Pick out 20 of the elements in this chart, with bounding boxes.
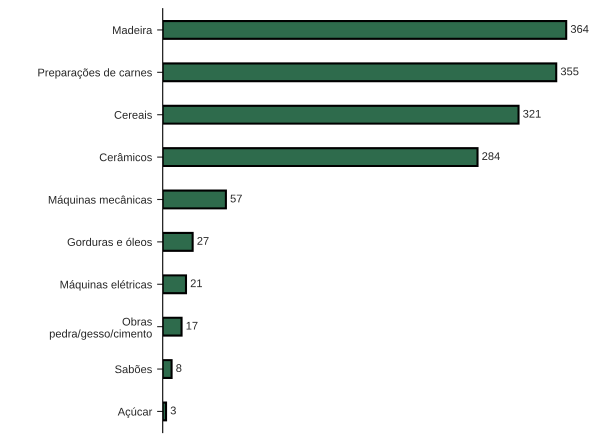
data-label: 21: [190, 279, 202, 288]
y-tick-label: Madeira: [113, 26, 152, 34]
y-tick-label: Máquinas elétricas: [60, 280, 152, 291]
data-label: 321: [523, 110, 541, 118]
y-tick-label: Obras pedra/gesso/cimento: [50, 317, 152, 340]
data-label: 284: [482, 152, 500, 160]
data-label: 57: [230, 194, 242, 202]
y-tick-label: Açúcar: [118, 407, 152, 418]
data-label: 8: [176, 364, 182, 372]
y-tick-label: Cereais: [114, 110, 152, 119]
y-tick-label: Máquinas mecânicas: [48, 195, 152, 206]
y-tick-label: Gorduras e óleos: [68, 238, 152, 246]
data-label: 17: [186, 322, 198, 330]
y-tick-label: Sabões: [115, 365, 152, 374]
data-label: 364: [570, 25, 589, 33]
y-tick-label: Cerâmicos: [100, 153, 152, 162]
data-label: 3: [170, 406, 176, 414]
y-tick-label: Preparações de carnes: [38, 68, 152, 79]
data-label: 27: [197, 236, 209, 245]
data-label: 355: [560, 67, 578, 76]
